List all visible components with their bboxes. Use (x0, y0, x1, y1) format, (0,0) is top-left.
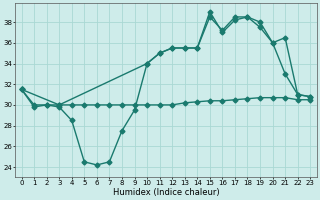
X-axis label: Humidex (Indice chaleur): Humidex (Indice chaleur) (113, 188, 219, 197)
